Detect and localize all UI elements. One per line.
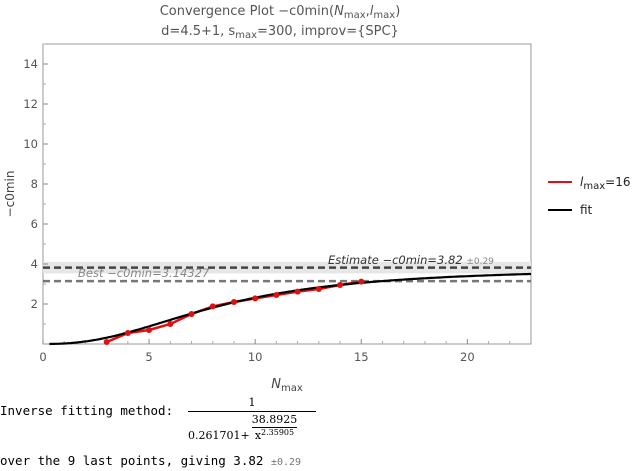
legend-swatch-red (548, 181, 572, 183)
x-tick-label: 15 (354, 350, 369, 364)
x-tick-label: 10 (248, 350, 263, 364)
data-point (124, 330, 131, 336)
data-point (315, 286, 322, 292)
fit-formula: 1 0.261701 + 38.8925 x2.35905 (188, 396, 316, 442)
convergence-chart: 0 5 10 15 20 2 4 6 8 10 12 14 Nmax −c0min Best −c0min=… (3, 43, 532, 394)
plot-frame (42, 43, 532, 345)
formula-denominator: 0.261701 + 38.8925 x2.35905 (188, 413, 298, 442)
data-point (167, 321, 174, 327)
y-tick-label: 12 (23, 97, 38, 111)
data-point (294, 288, 301, 295)
x-tick-label: 20 (460, 350, 475, 364)
legend-item-lmax: lmax=16 (548, 175, 631, 192)
chart-title: Convergence Plot −c0min(Nmax,lmax) (159, 4, 401, 21)
fit-curve (49, 272, 531, 346)
legend-label-fit: fit (580, 203, 593, 217)
y-tick-label: 2 (31, 297, 38, 311)
y-axis-label: −c0min (3, 171, 17, 218)
data-point (230, 299, 237, 305)
formula-numerator: 1 (248, 396, 256, 409)
y-tick-label: 4 (31, 257, 38, 271)
estimate-label: Estimate −c0min=3.82 ±0.29 (328, 253, 494, 267)
summary-text: over the 9 last points, giving 3.82 ±0.2… (0, 453, 302, 468)
x-tick-label: 5 (145, 350, 152, 364)
method-label: Inverse fitting method: (0, 403, 174, 418)
data-point (252, 295, 259, 302)
x-axis-label: Nmax (271, 377, 303, 394)
legend-swatch-black (548, 209, 572, 211)
data-point (337, 282, 344, 288)
best-label: Best −c0min=3.14327 (78, 266, 210, 280)
series-line-lmax (106, 280, 362, 344)
legend-item-fit: fit (548, 203, 592, 217)
data-point (103, 339, 110, 345)
x-tick-label: 0 (39, 350, 46, 364)
data-point (188, 311, 195, 317)
data-point (146, 327, 153, 333)
data-point (273, 292, 280, 298)
y-tick-label: 14 (23, 57, 38, 71)
y-tick-label: 6 (31, 217, 38, 231)
y-tick-label: 8 (31, 177, 38, 191)
chart-subtitle: d=4.5+1, smax=300, improv={SPC} (161, 24, 399, 41)
data-point (209, 303, 216, 310)
summary-error: ±0.29 (270, 457, 302, 468)
data-point (358, 278, 365, 285)
y-tick-label: 10 (23, 137, 38, 151)
legend-label-lmax: lmax=16 (580, 175, 631, 192)
